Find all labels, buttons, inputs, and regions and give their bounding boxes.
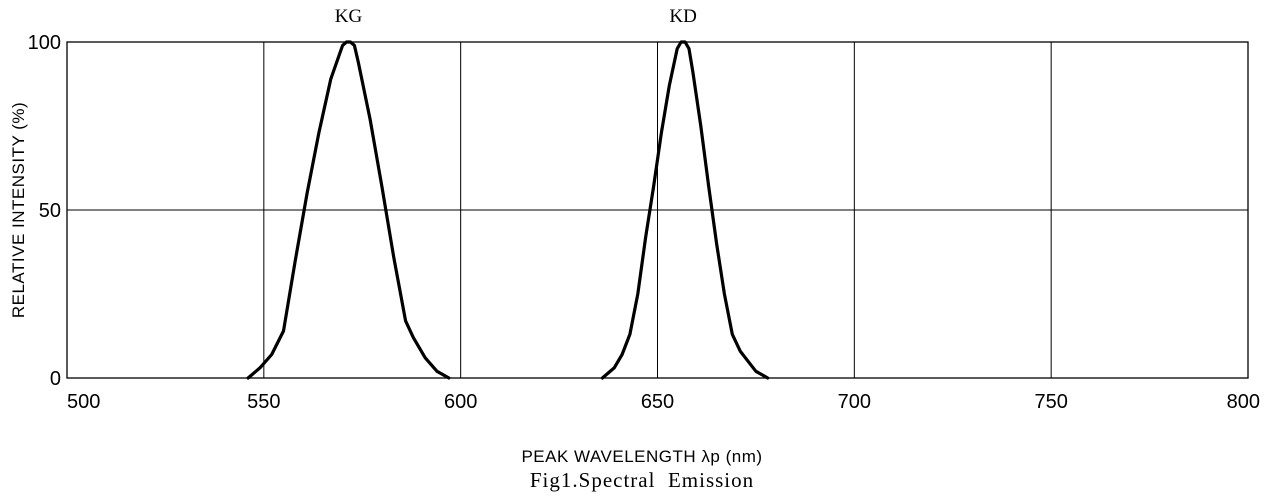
x-tick-label-700: 700 (838, 391, 871, 413)
axis-ticks: 500 550 600 650 700 750 800 0 50 100 (28, 32, 1260, 413)
x-tick-label-800: 800 (1227, 391, 1260, 413)
y-tick-label-0: 0 (50, 368, 61, 390)
y-tick-label-100: 100 (28, 32, 61, 54)
x-tick-label-600: 600 (444, 391, 477, 413)
x-tick-label-500: 500 (67, 391, 100, 413)
series-labels: KG KD (335, 6, 697, 27)
series-label-kg: KG (335, 6, 363, 27)
x-axis-label: PEAK WAVELENGTH λp (nm) (521, 447, 762, 466)
series-label-kd: KD (669, 6, 696, 27)
plot-frame (66, 41, 1249, 379)
y-axis-label: RELATIVE INTENSITY (%) (9, 102, 28, 318)
x-tick-label-750: 750 (1034, 391, 1067, 413)
grid-lines (67, 42, 1248, 378)
y-tick-label-50: 50 (39, 200, 61, 222)
x-tick-label-550: 550 (247, 391, 280, 413)
figure-caption: Fig1.Spectral Emission (530, 468, 754, 492)
x-tick-label-650: 650 (641, 391, 674, 413)
